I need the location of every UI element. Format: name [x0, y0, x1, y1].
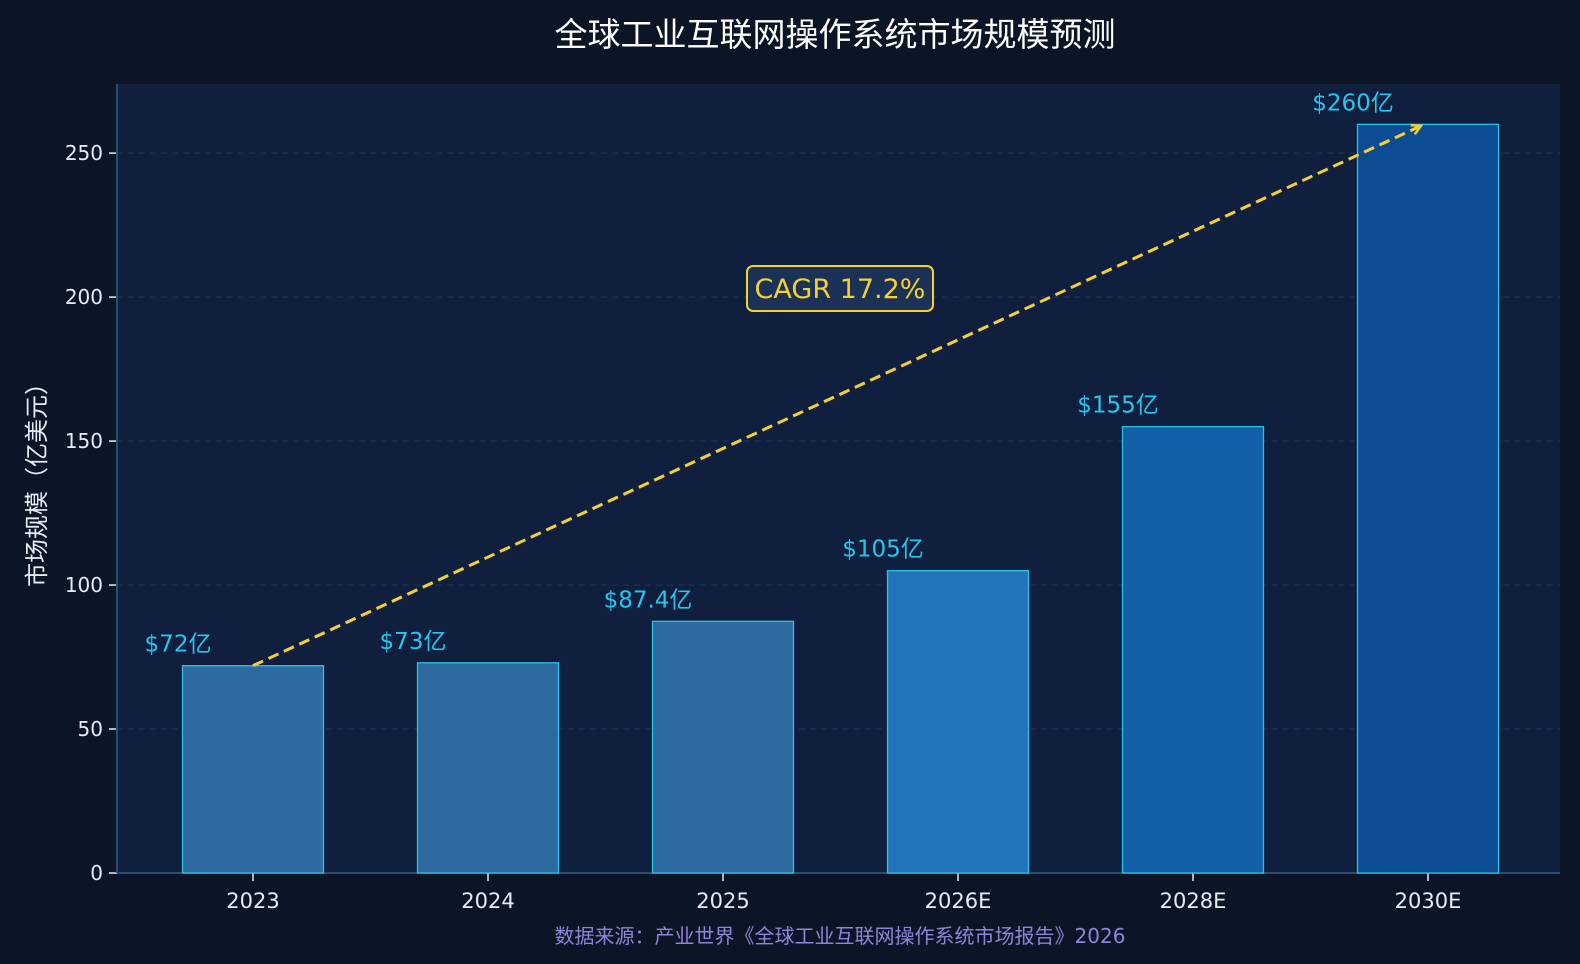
y-tick-label: 150: [65, 429, 103, 453]
value-label-2023: $72亿: [145, 632, 212, 658]
x-tick-label: 2025: [696, 889, 749, 913]
bar-2024: [416, 662, 560, 874]
grid-lines: [117, 152, 1560, 730]
cagr-arrow-line: [252, 126, 1420, 668]
plot-area: [117, 84, 1560, 873]
x-tick-label: 2028E: [1160, 889, 1227, 913]
bar-2025: [651, 620, 795, 874]
y-axis-label: 市场规模（亿美元）: [23, 371, 51, 587]
cagr-annotation-box: [746, 265, 934, 312]
bar-2023: [181, 665, 325, 874]
x-tick-label: 2023: [226, 889, 279, 913]
value-label-2030E: $260亿: [1312, 90, 1394, 116]
axes: 0 50 100 150 200 250 2023 2024 2025 2026E 2028E 203…: [65, 84, 1560, 913]
y-tick-label: 50: [78, 717, 103, 741]
bar-2028E: [1121, 426, 1265, 874]
y-tick-label: 250: [65, 141, 103, 165]
source-note: 数据来源：产业世界《全球工业互联网操作系统市场报告》2026: [555, 924, 1126, 948]
chart-title: 全球工业互联网操作系统市场规模预测: [555, 15, 1116, 54]
x-tick-label: 2024: [461, 889, 514, 913]
bar-2030E: [1356, 123, 1500, 874]
value-label-2028E: $155亿: [1077, 393, 1159, 419]
value-label-2026E: $105亿: [842, 537, 924, 563]
value-label-2025: $87.4亿: [604, 587, 693, 613]
value-label-2024: $73亿: [380, 629, 447, 655]
y-tick-label: 100: [65, 573, 103, 597]
x-tick-label: 2026E: [925, 889, 992, 913]
y-tick-label: 200: [65, 285, 103, 309]
cagr-arrow: [252, 126, 1420, 668]
cagr-annotation: CAGR 17.2%: [746, 265, 934, 312]
value-labels: $72亿 $73亿 $87.4亿 $105亿 $155亿 $260亿: [145, 90, 1394, 657]
bar-2026E: [886, 569, 1030, 874]
cagr-annotation-text: CAGR 17.2%: [755, 274, 926, 305]
x-tick-label: 2030E: [1395, 889, 1462, 913]
y-tick-label: 0: [90, 861, 103, 885]
bars: [181, 123, 1500, 874]
